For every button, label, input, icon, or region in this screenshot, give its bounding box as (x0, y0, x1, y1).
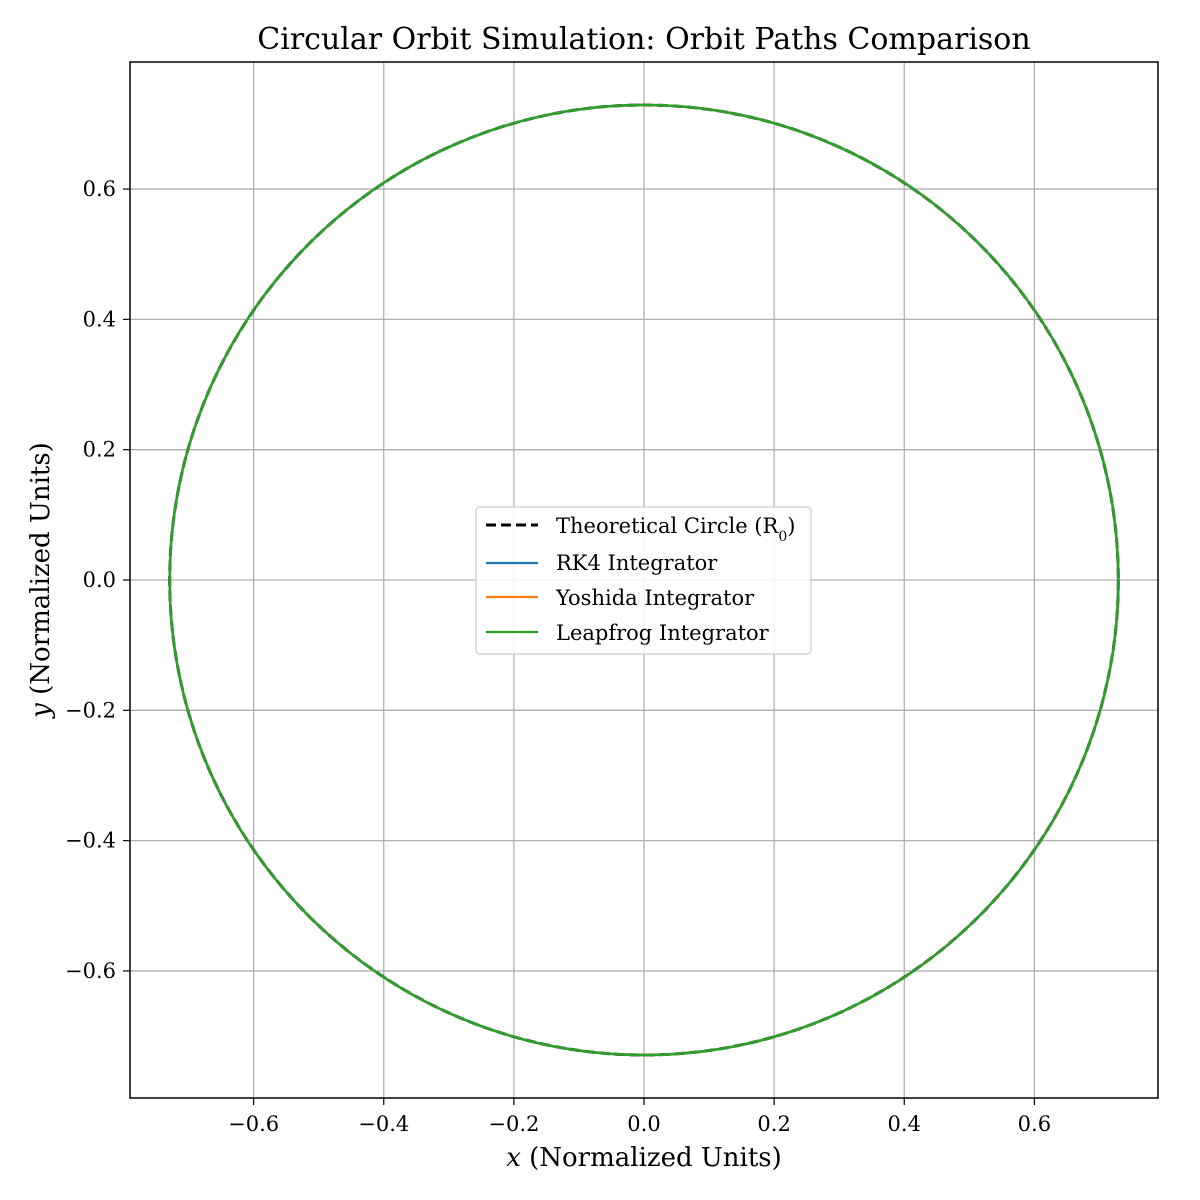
legend-box (475, 506, 812, 655)
y-tick-label: −0.6 (65, 959, 116, 983)
y-tick-label: 0.0 (83, 568, 116, 592)
y-axis-label: y (Normalized Units) (26, 442, 56, 719)
x-tick-label: 0.4 (888, 1112, 921, 1136)
x-tick-label: 0.0 (627, 1112, 660, 1136)
x-axis-label: x (Normalized Units) (506, 1143, 782, 1173)
x-tick-label: −0.4 (358, 1112, 409, 1136)
y-tick-label: −0.2 (65, 698, 116, 722)
y-tick-label: −0.4 (65, 829, 116, 853)
legend-label-theoretical: Theoretical Circle (R0) (556, 514, 795, 545)
x-tick-label: 0.2 (757, 1112, 790, 1136)
orbit-path-leapfrog-integrator (168, 103, 1120, 1057)
ticks: −0.6 −0.4 −0.2 0.0 0.2 0.4 0.6 −0.6 −0.4 −0.2 0.0 0… (65, 177, 1051, 1136)
x-tick-label: −0.6 (228, 1112, 279, 1136)
legend-label-leapfrog: Leapfrog Integrator (556, 621, 770, 645)
y-tick-label: 0.2 (83, 438, 116, 462)
series-layer (168, 103, 1120, 1057)
y-tick-label: 0.4 (83, 307, 116, 331)
x-tick-label: 0.6 (1018, 1112, 1051, 1136)
y-tick-label: 0.6 (83, 177, 116, 201)
chart-title: Circular Orbit Simulation: Orbit Paths C… (257, 22, 1030, 57)
legend: Theoretical Circle (R0) RK4 Integrator Y… (475, 506, 812, 655)
legend-label-yoshida: Yoshida Integrator (555, 586, 755, 610)
x-tick-label: −0.2 (488, 1112, 539, 1136)
legend-label-rk4: RK4 Integrator (556, 551, 718, 575)
